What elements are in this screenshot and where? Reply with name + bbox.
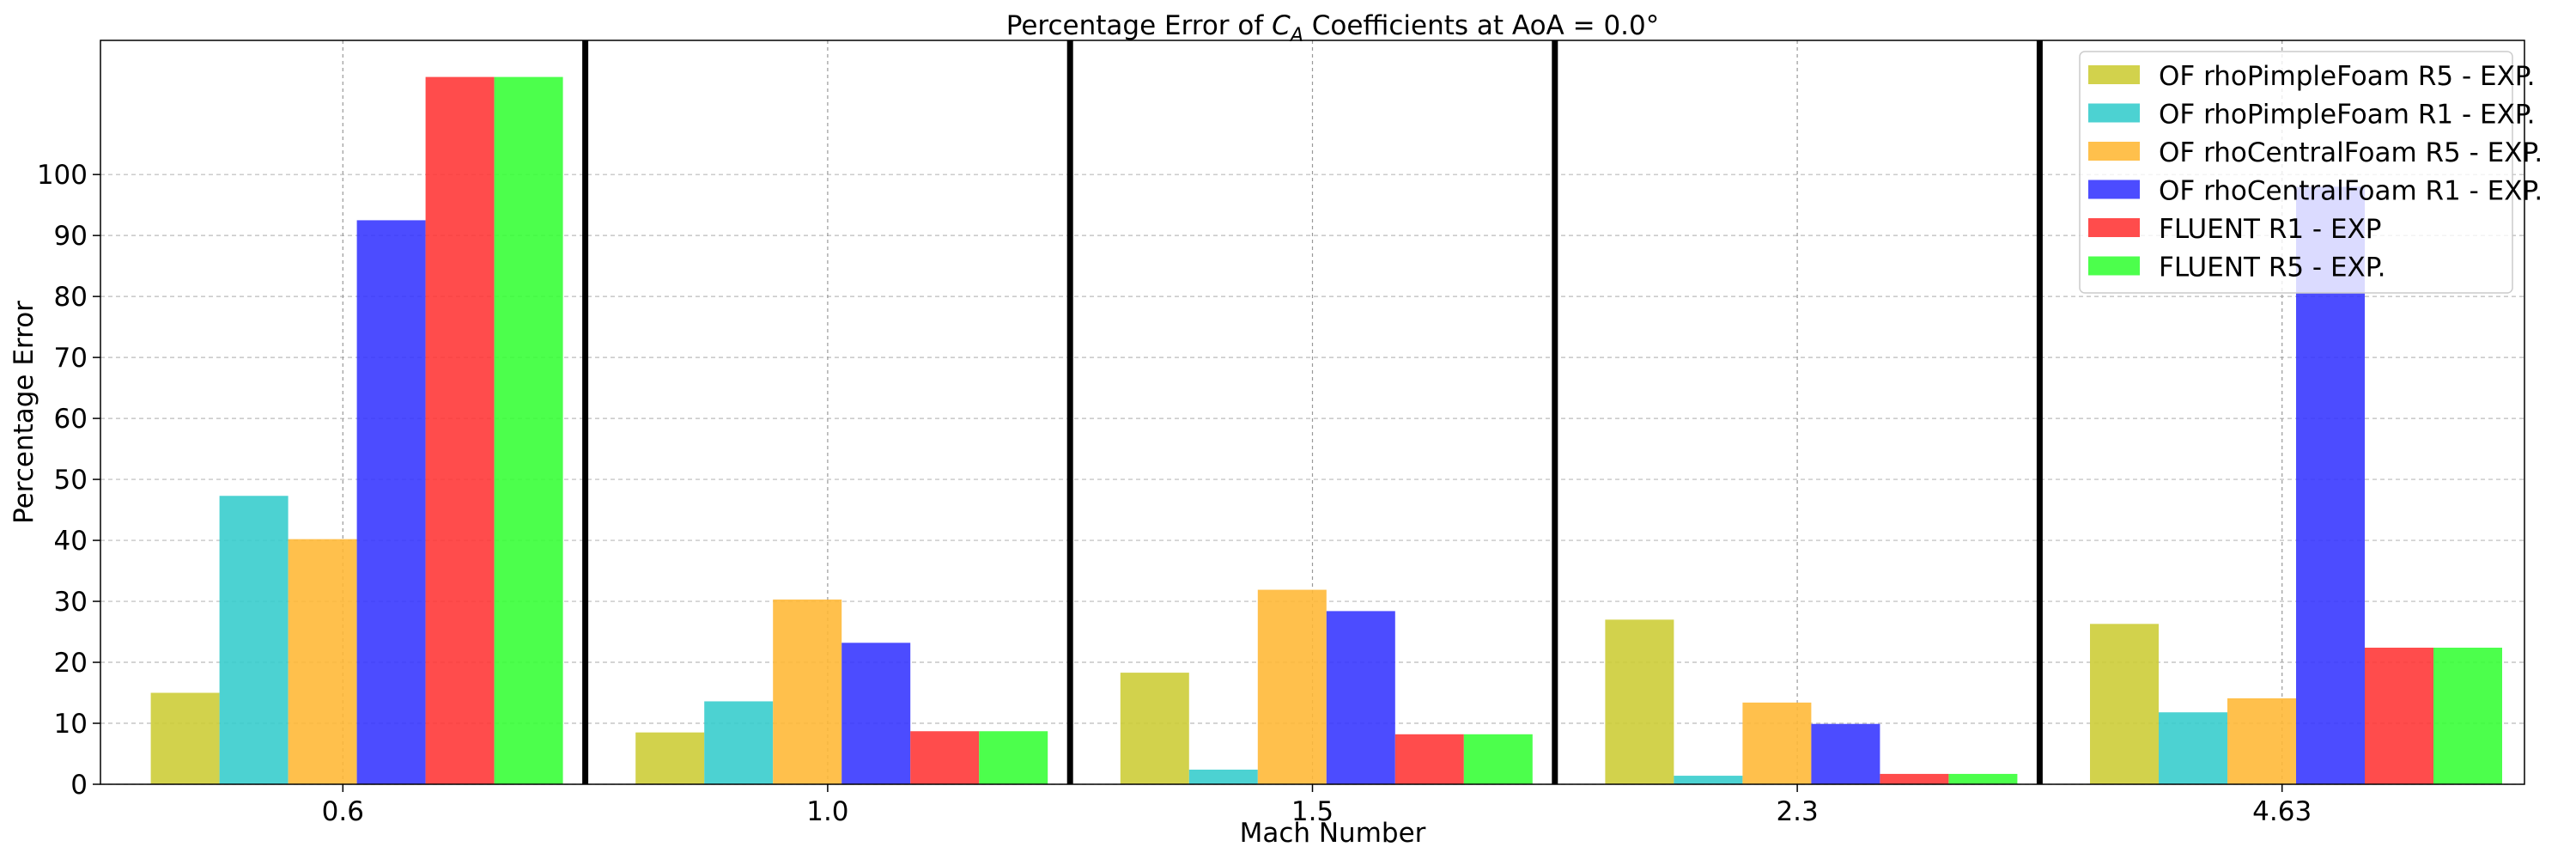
bar: [910, 731, 980, 784]
bar: [635, 732, 705, 784]
bar: [150, 692, 220, 784]
legend-label: OF rhoCentralFoam R1 - EXP.: [2159, 176, 2543, 207]
legend-label: FLUENT R5 - EXP.: [2159, 253, 2386, 283]
bar: [773, 599, 842, 784]
y-tick-label: 60: [54, 404, 88, 435]
y-tick-label: 50: [54, 465, 88, 496]
x-axis-label: Mach Number: [1240, 818, 1426, 849]
y-tick-label: 40: [54, 526, 88, 557]
legend: OF rhoPimpleFoam R5 - EXP. OF rhoPimpleFo…: [2079, 51, 2543, 294]
legend-label: FLUENT R1 - EXP: [2159, 214, 2382, 245]
bar: [1394, 734, 1464, 784]
bar: [2365, 647, 2433, 784]
legend-swatch: [2088, 180, 2140, 199]
bar: [425, 76, 495, 785]
x-tick-label: 4.63: [2252, 796, 2312, 827]
y-tick-label: 100: [37, 160, 88, 191]
x-axis-ticks: 0.6 1.0 1.5 2.3 4.63: [322, 784, 2312, 827]
bar: [1742, 702, 1812, 784]
title-suffix: Coefficients at AoA = 0.0°: [1303, 10, 1659, 41]
bar: [219, 496, 289, 784]
bar: [1463, 734, 1533, 784]
title-prefix: Percentage Error of: [1006, 10, 1272, 41]
bar: [1948, 773, 2018, 784]
bars: [150, 76, 2502, 785]
bar: [494, 76, 563, 785]
bar: [2227, 698, 2296, 784]
bar: [1120, 673, 1189, 784]
bar: [1674, 776, 1743, 784]
y-tick-label: 0: [70, 770, 88, 801]
legend-label: OF rhoCentralFoam R5 - EXP.: [2159, 137, 2543, 168]
title-subscript: A: [1289, 25, 1303, 46]
bar: [2090, 624, 2159, 784]
bar: [1880, 773, 1949, 784]
y-tick-label: 10: [54, 709, 88, 740]
y-tick-label: 90: [54, 221, 88, 252]
bar: [1326, 611, 1395, 784]
legend-swatch: [2088, 103, 2140, 123]
x-tick-label: 1.0: [806, 796, 848, 827]
legend-label: OF rhoPimpleFoam R1 - EXP.: [2159, 100, 2536, 131]
legend-swatch: [2088, 256, 2140, 276]
bar: [288, 539, 357, 784]
legend-swatch: [2088, 218, 2140, 237]
y-tick-label: 80: [54, 282, 88, 313]
legend-swatch: [2088, 65, 2140, 84]
legend-items: OF rhoPimpleFoam R5 - EXP. OF rhoPimpleFo…: [2088, 61, 2543, 283]
x-tick-label: 0.6: [322, 796, 364, 827]
y-axis-ticks: 0 10 20 30 40 50 60 70 80 90 100: [37, 160, 100, 801]
y-tick-label: 30: [54, 587, 88, 618]
legend-box: [2079, 51, 2513, 294]
bar: [2159, 712, 2227, 784]
bar: [1811, 723, 1880, 784]
bar: [704, 701, 774, 784]
chart-title: Percentage Error of CA Coefficients at A…: [1006, 10, 1660, 46]
x-tick-label: 1.5: [1291, 796, 1334, 827]
legend-swatch: [2088, 142, 2140, 161]
x-tick-label: 2.3: [1776, 796, 1818, 827]
y-tick-label: 70: [54, 343, 88, 374]
bar: [356, 220, 426, 785]
legend-label: OF rhoPimpleFoam R5 - EXP.: [2159, 61, 2536, 92]
y-tick-label: 20: [54, 648, 88, 679]
bar: [2433, 647, 2502, 784]
group-separators: [582, 40, 2043, 784]
y-axis-label: Percentage Error: [9, 301, 39, 524]
bar: [841, 643, 911, 784]
bar: [1188, 769, 1258, 784]
bar: [1605, 619, 1674, 784]
bar: [979, 731, 1048, 784]
bar: [1257, 589, 1327, 784]
title-symbol: C: [1272, 10, 1291, 41]
